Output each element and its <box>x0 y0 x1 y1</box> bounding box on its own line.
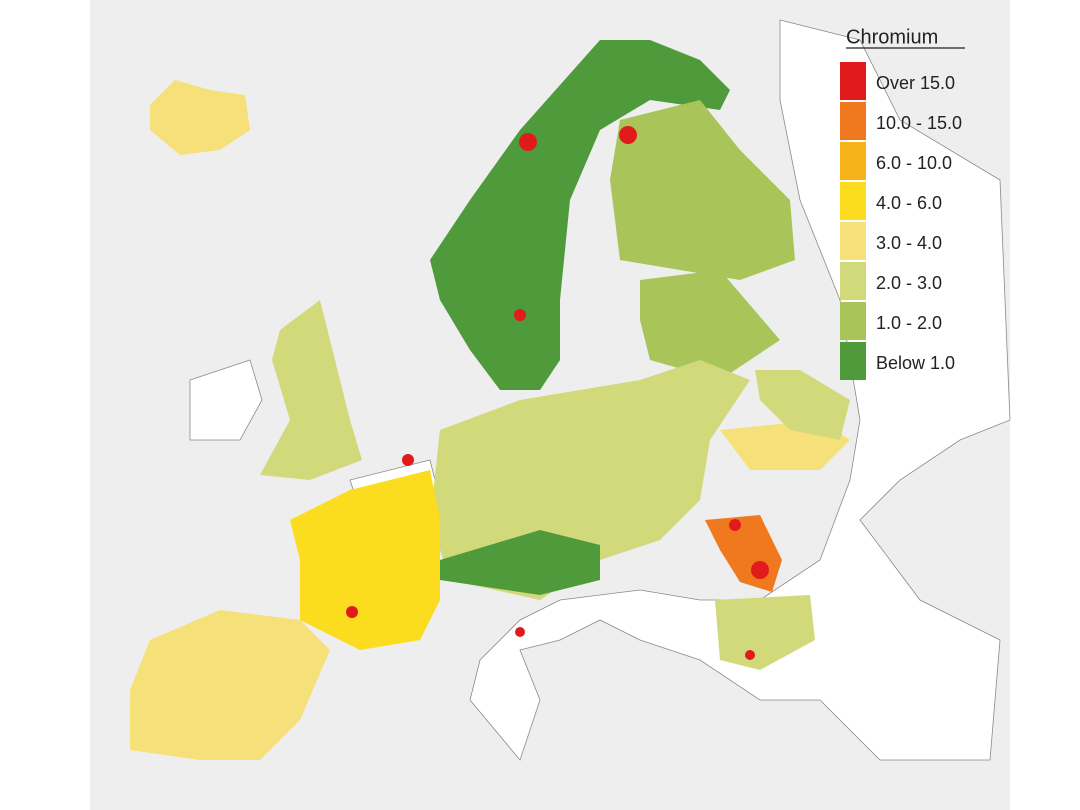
land-without-data <box>469 19 1011 761</box>
scandinavia <box>430 40 730 390</box>
legend-swatch <box>840 142 866 180</box>
legend-label: 4.0 - 6.0 <box>876 193 942 213</box>
legend-swatch <box>840 102 866 140</box>
belarus-patch <box>755 370 850 440</box>
iceland <box>150 80 250 155</box>
legend-swatch <box>840 62 866 100</box>
legend: Chromium Over 15.0 10.0 - 15.0 6.0 - 10.0 4… <box>840 26 965 380</box>
alps <box>440 530 600 595</box>
hotspot <box>751 561 769 579</box>
hotspots <box>346 126 769 660</box>
finland <box>610 100 795 280</box>
legend-swatch <box>840 342 866 380</box>
legend-label: Over 15.0 <box>876 73 955 93</box>
legend-swatch <box>840 222 866 260</box>
hotspot <box>514 309 526 321</box>
legend-label: 6.0 - 10.0 <box>876 153 952 173</box>
legend-label: 10.0 - 15.0 <box>876 113 962 133</box>
legend-label: 3.0 - 4.0 <box>876 233 942 253</box>
legend-swatch <box>840 262 866 300</box>
great-britain <box>260 300 362 480</box>
bulgaria <box>715 595 815 670</box>
legend-label: 1.0 - 2.0 <box>876 313 942 333</box>
legend-swatch <box>840 302 866 340</box>
hotspot <box>745 650 755 660</box>
legend-label: Below 1.0 <box>876 353 955 373</box>
hotspot <box>619 126 637 144</box>
baltics <box>640 270 780 380</box>
hotspot <box>515 627 525 637</box>
hotspot <box>729 519 741 531</box>
chromium-distribution <box>130 40 850 760</box>
iberia <box>130 610 330 760</box>
legend-title: Chromium <box>846 26 938 48</box>
france <box>290 470 440 650</box>
legend-label: 2.0 - 3.0 <box>876 273 942 293</box>
legend-swatch <box>840 182 866 220</box>
hotspot <box>402 454 414 466</box>
hotspot <box>346 606 358 618</box>
hotspot <box>519 133 537 151</box>
ireland <box>189 359 263 441</box>
